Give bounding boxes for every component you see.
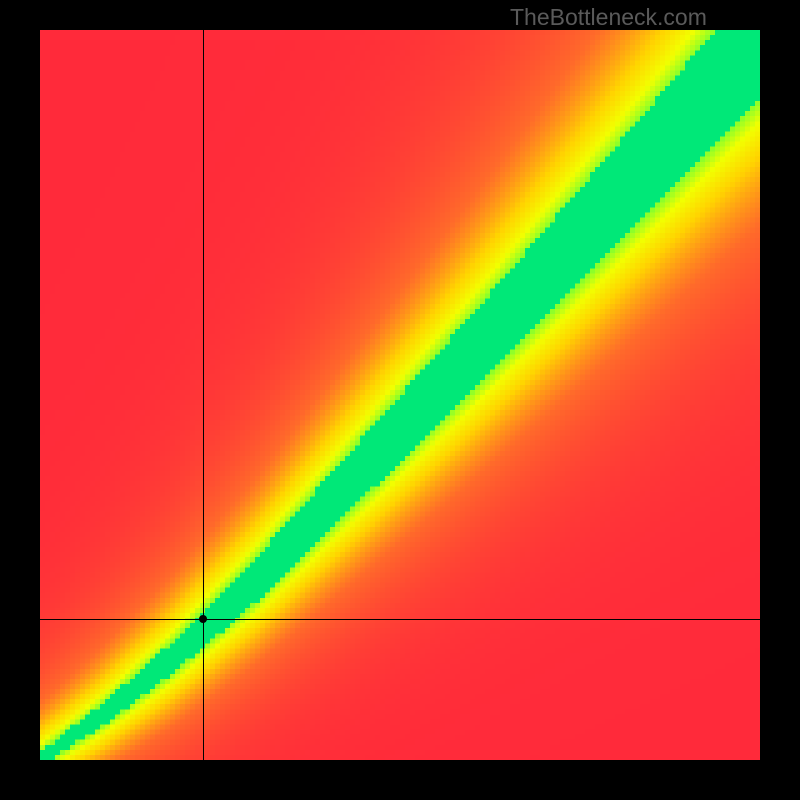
crosshair-vertical (203, 30, 204, 760)
crosshair-dot (199, 615, 207, 623)
bottleneck-heatmap (40, 30, 760, 760)
watermark-text: TheBottleneck.com (510, 4, 707, 31)
crosshair-horizontal (40, 619, 760, 620)
chart-container: TheBottleneck.com (0, 0, 800, 800)
